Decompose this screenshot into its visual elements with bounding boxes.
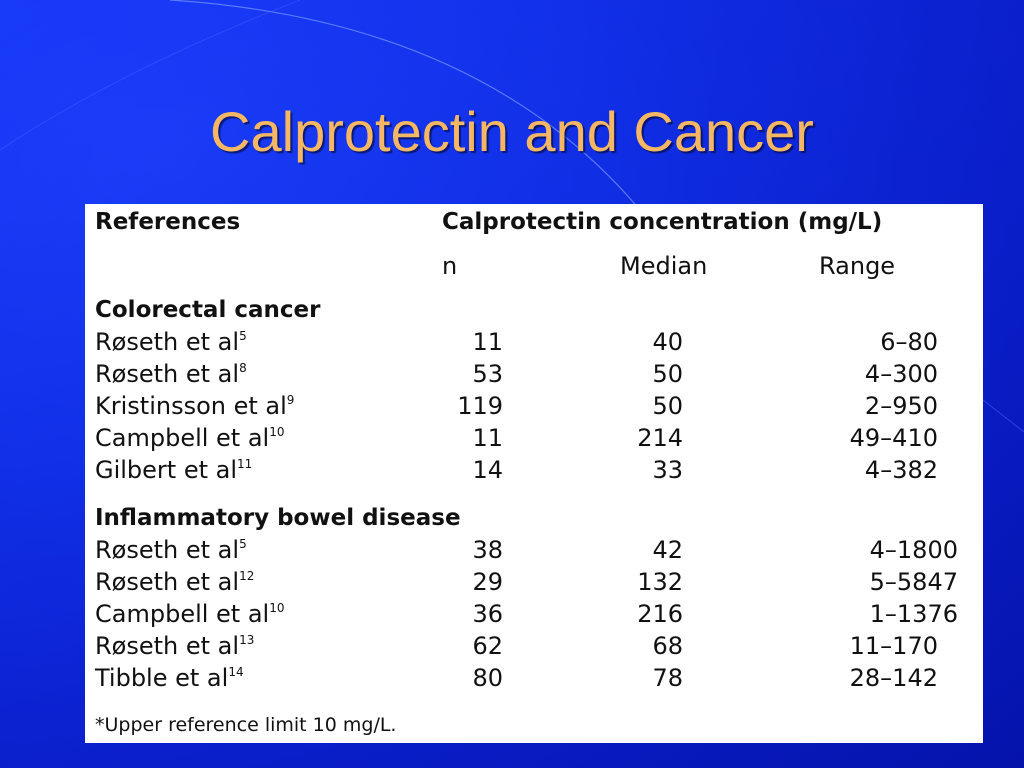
median-value: 50 — [652, 392, 683, 420]
n-value: 119 — [457, 392, 503, 420]
n-value: 11 — [472, 328, 503, 356]
median-value: 216 — [637, 600, 683, 628]
citation-number: 8 — [239, 361, 247, 375]
median-value: 33 — [652, 456, 683, 484]
n-value: 14 — [472, 456, 503, 484]
citation-number: 11 — [237, 457, 253, 471]
reference-name: Røseth et al — [95, 360, 240, 388]
reference-name: Røseth et al — [95, 632, 240, 660]
citation-number: 10 — [269, 425, 285, 439]
slide-title: Calprotectin and Cancer — [210, 100, 814, 163]
header-concentration: Calprotectin concentration (mg/L) — [442, 209, 883, 235]
reference-name: Kristinsson et al — [95, 392, 287, 420]
n-value: 80 — [472, 664, 503, 692]
reference-name: Gilbert et al — [95, 456, 238, 484]
reference-name: Tibble et al — [95, 664, 229, 692]
decorative-arc — [169, 0, 641, 211]
n-value: 11 — [472, 424, 503, 452]
median-value: 214 — [637, 424, 683, 452]
range-value: 4–300 — [864, 360, 938, 388]
section-title-ibd: Inflammatory bowel disease — [95, 505, 461, 531]
column-range-header: Range — [819, 252, 896, 280]
n-value: 36 — [472, 600, 503, 628]
n-value: 53 — [472, 360, 503, 388]
range-value: 28–142 — [849, 664, 938, 692]
median-value: 78 — [652, 664, 683, 692]
section-title-colorectal: Colorectal cancer — [95, 297, 321, 323]
range-value: 49–410 — [849, 424, 938, 452]
median-value: 68 — [652, 632, 683, 660]
table-footnote: *Upper reference limit 10 mg/L. — [95, 714, 397, 736]
citation-number: 9 — [286, 393, 295, 407]
reference-name: Campbell et al — [95, 424, 270, 452]
range-value: 1–1376 — [869, 600, 958, 628]
range-value: 4–1800 — [869, 536, 958, 564]
n-value: 29 — [472, 568, 503, 596]
reference-name: Røseth et al — [95, 328, 240, 356]
reference-name: Røseth et al — [95, 536, 240, 564]
reference-name: Røseth et al — [95, 568, 240, 596]
range-value: 11–170 — [849, 632, 938, 660]
median-value: 132 — [637, 568, 683, 596]
citation-number: 13 — [239, 633, 255, 647]
citation-number: 12 — [239, 569, 255, 583]
range-value: 5–5847 — [869, 568, 958, 596]
reference-name: Campbell et al — [95, 600, 270, 628]
column-n-header: n — [442, 252, 458, 280]
header-references: References — [95, 209, 241, 235]
column-median-header: Median — [620, 252, 708, 280]
n-value: 62 — [472, 632, 503, 660]
data-table: References Calprotectin concentration (m… — [85, 204, 983, 743]
citation-number: 14 — [228, 665, 244, 679]
median-value: 50 — [652, 360, 683, 388]
citation-number: 5 — [239, 537, 247, 551]
median-value: 42 — [652, 536, 683, 564]
range-value: 4–382 — [864, 456, 938, 484]
citation-number: 5 — [239, 329, 247, 343]
citation-number: 10 — [269, 601, 285, 615]
n-value: 38 — [472, 536, 503, 564]
range-value: 6–80 — [880, 328, 938, 356]
range-value: 2–950 — [864, 392, 938, 420]
median-value: 40 — [652, 328, 683, 356]
